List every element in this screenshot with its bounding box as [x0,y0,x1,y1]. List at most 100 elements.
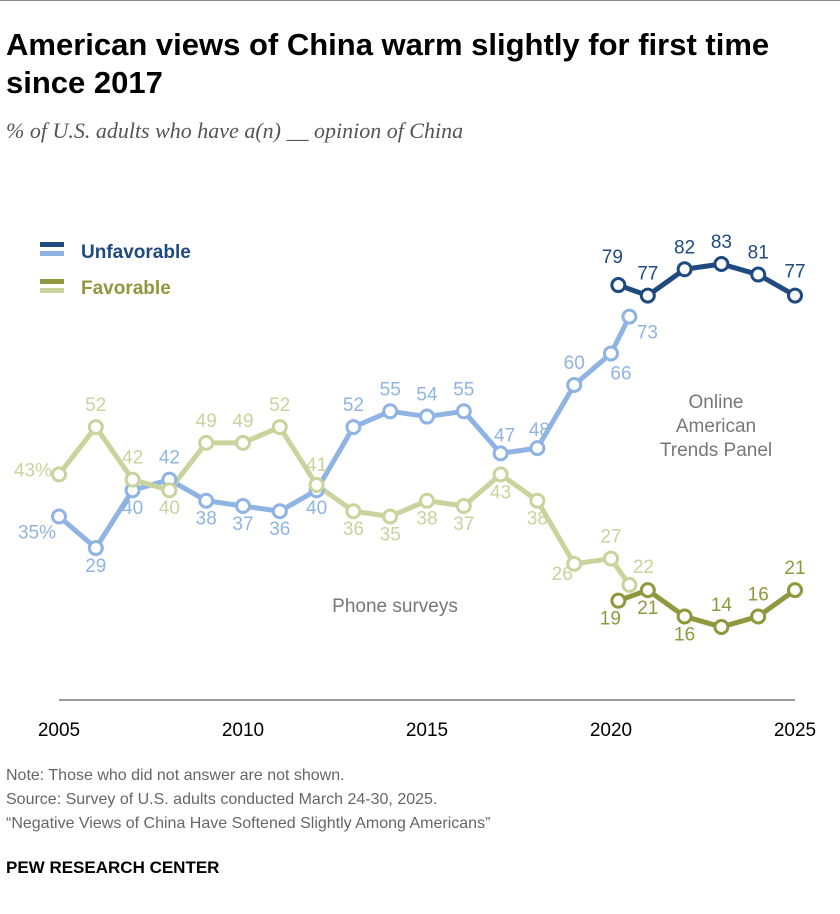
data-point-phone-favorable [51,466,67,483]
data-label-phone-favorable: 27 [600,527,621,548]
data-label-phone-favorable: 22 [633,557,654,578]
x-tick-label: 2010 [222,720,264,741]
data-point-phone-unfavorable [382,403,399,420]
data-label-phone-favorable: 42 [122,448,143,469]
data-point-phone-favorable [161,482,178,499]
data-point-online-favorable [639,582,656,599]
data-label-phone-unfavorable: 52 [343,395,364,416]
report-title: “Negative Views of China Have Softened S… [6,815,491,832]
data-label-phone-unfavorable: 42 [159,448,180,469]
annotation-phone-surveys: Phone surveys [332,596,458,617]
data-label-phone-unfavorable: 60 [564,353,585,374]
data-label-online-unfavorable: 82 [674,237,695,258]
data-label-phone-unfavorable: 38 [196,509,217,530]
data-point-phone-favorable [455,497,472,514]
data-point-phone-unfavorable [529,440,546,457]
data-point-online-unfavorable [713,256,730,273]
legend-swatch-unfavorable-phone [40,251,64,256]
data-point-phone-unfavorable [271,503,288,520]
data-label-phone-unfavorable: 40 [306,498,327,519]
data-label-phone-unfavorable: 73 [637,323,658,344]
data-label-phone-unfavorable: 29 [85,556,106,577]
data-label-phone-favorable: 49 [232,411,253,432]
data-label-phone-favorable: 43% [14,460,52,481]
data-label-phone-favorable: 52 [269,395,290,416]
data-point-phone-favorable [382,508,399,525]
data-label-online-unfavorable: 79 [602,247,623,268]
data-point-phone-favorable [603,550,619,567]
data-label-online-favorable: 16 [748,584,769,605]
data-label-phone-unfavorable: 40 [122,498,143,519]
data-point-online-unfavorable [676,261,693,278]
data-point-online-favorable [713,618,730,635]
data-label-phone-favorable: 38 [416,509,437,530]
top-rule [0,0,840,1]
data-label-phone-unfavorable: 36 [269,519,290,540]
brand-logo: PEW RESEARCH CENTER [6,858,220,877]
notes: Note: Those who did not answer are not s… [6,764,490,836]
legend-swatch-unfavorable-online [40,242,64,247]
data-label-online-favorable: 19 [600,609,621,630]
data-point-phone-favorable [492,466,509,483]
data-label-phone-favorable: 36 [343,519,364,540]
data-point-phone-favorable [87,419,104,436]
data-point-phone-unfavorable [603,345,619,362]
x-tick-label: 2020 [590,720,632,741]
data-point-phone-favorable [235,434,251,451]
annotation-online-panel: Online [689,392,744,413]
x-tick-label: 2025 [774,720,816,741]
data-label-phone-favorable: 26 [552,564,573,585]
data-point-phone-favorable [198,434,215,451]
data-point-phone-unfavorable [235,497,251,514]
data-label-phone-unfavorable: 47 [494,425,515,446]
data-point-phone-unfavorable [566,377,583,393]
data-point-phone-unfavorable [51,508,67,525]
data-point-phone-favorable [566,555,583,572]
data-label-online-unfavorable: 81 [748,243,769,264]
data-label-phone-unfavorable: 35% [18,523,56,544]
data-point-online-favorable [787,582,803,599]
data-label-phone-unfavorable: 66 [610,363,631,384]
legend-label-favorable: Favorable [81,278,171,299]
data-point-phone-favorable [621,576,638,593]
data-label-phone-favorable: 35 [380,525,401,546]
data-point-phone-favorable [419,492,435,509]
note-text: Note: Those who did not answer are not s… [6,767,345,784]
chart-subtitle: % of U.S. adults who have a(n) __ opinio… [6,118,464,143]
data-point-online-favorable [750,608,767,625]
data-label-phone-favorable: 37 [453,514,474,535]
data-point-phone-favorable [345,503,362,520]
data-point-phone-unfavorable [345,419,362,436]
chart-title: American views of China warm slightly fo… [6,27,770,100]
data-point-phone-favorable [124,471,141,488]
data-point-online-favorable [676,608,693,625]
data-label-phone-unfavorable: 37 [232,514,253,535]
data-label-phone-unfavorable: 55 [453,379,474,400]
data-label-online-favorable: 14 [711,595,733,616]
data-point-online-unfavorable [639,287,656,304]
data-point-phone-favorable [308,476,325,493]
data-label-online-favorable: 16 [674,624,695,645]
x-tick-label: 2015 [406,720,448,741]
legend-swatch-favorable-online [40,279,64,284]
data-label-online-unfavorable: 77 [637,264,658,285]
data-label-phone-favorable: 40 [159,498,180,519]
x-tick-label: 2005 [38,720,80,741]
data-point-online-favorable [610,592,627,609]
legend-label-unfavorable: Unfavorable [81,242,191,263]
data-label-phone-favorable: 49 [196,411,217,432]
data-point-phone-unfavorable [455,403,472,420]
data-point-online-unfavorable [787,287,803,304]
data-point-phone-unfavorable [87,540,104,557]
source-text: Source: Survey of U.S. adults conducted … [6,791,438,808]
data-point-phone-unfavorable [492,445,509,462]
data-label-phone-unfavorable: 55 [380,379,401,400]
data-point-online-unfavorable [750,266,767,283]
data-label-online-favorable: 21 [637,598,658,619]
data-label-phone-unfavorable: 48 [529,420,550,441]
data-label-online-favorable: 21 [784,558,805,579]
data-point-phone-favorable [529,492,546,509]
data-label-phone-favorable: 41 [306,455,327,476]
legend-swatch-favorable-phone [40,288,64,293]
